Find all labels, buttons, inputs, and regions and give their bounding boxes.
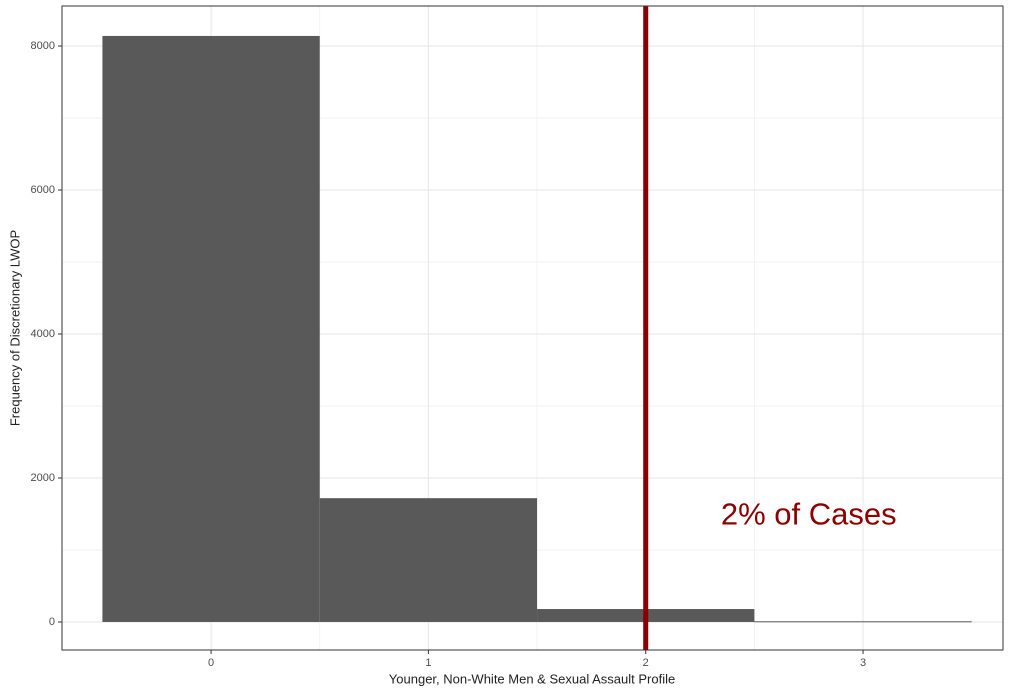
y-axis-title: Frequency of Discretionary LWOP bbox=[7, 230, 22, 426]
y-tick-label: 0 bbox=[49, 616, 55, 628]
x-axis-title: Younger, Non-White Men & Sexual Assault … bbox=[389, 671, 675, 686]
y-tick-label: 8000 bbox=[31, 40, 55, 52]
y-tick-label: 2000 bbox=[31, 472, 55, 484]
x-tick-label: 0 bbox=[208, 657, 214, 669]
y-tick-label: 4000 bbox=[31, 328, 55, 340]
panel-border bbox=[61, 5, 1004, 651]
bar bbox=[102, 35, 320, 622]
y-tick-label: 6000 bbox=[31, 184, 55, 196]
bar bbox=[754, 621, 972, 623]
x-tick-label: 2 bbox=[643, 657, 649, 669]
annotation: 2% of Cases bbox=[721, 496, 897, 531]
x-tick-label: 1 bbox=[425, 657, 431, 669]
x-tick-label: 3 bbox=[860, 657, 866, 669]
bar bbox=[319, 498, 538, 622]
